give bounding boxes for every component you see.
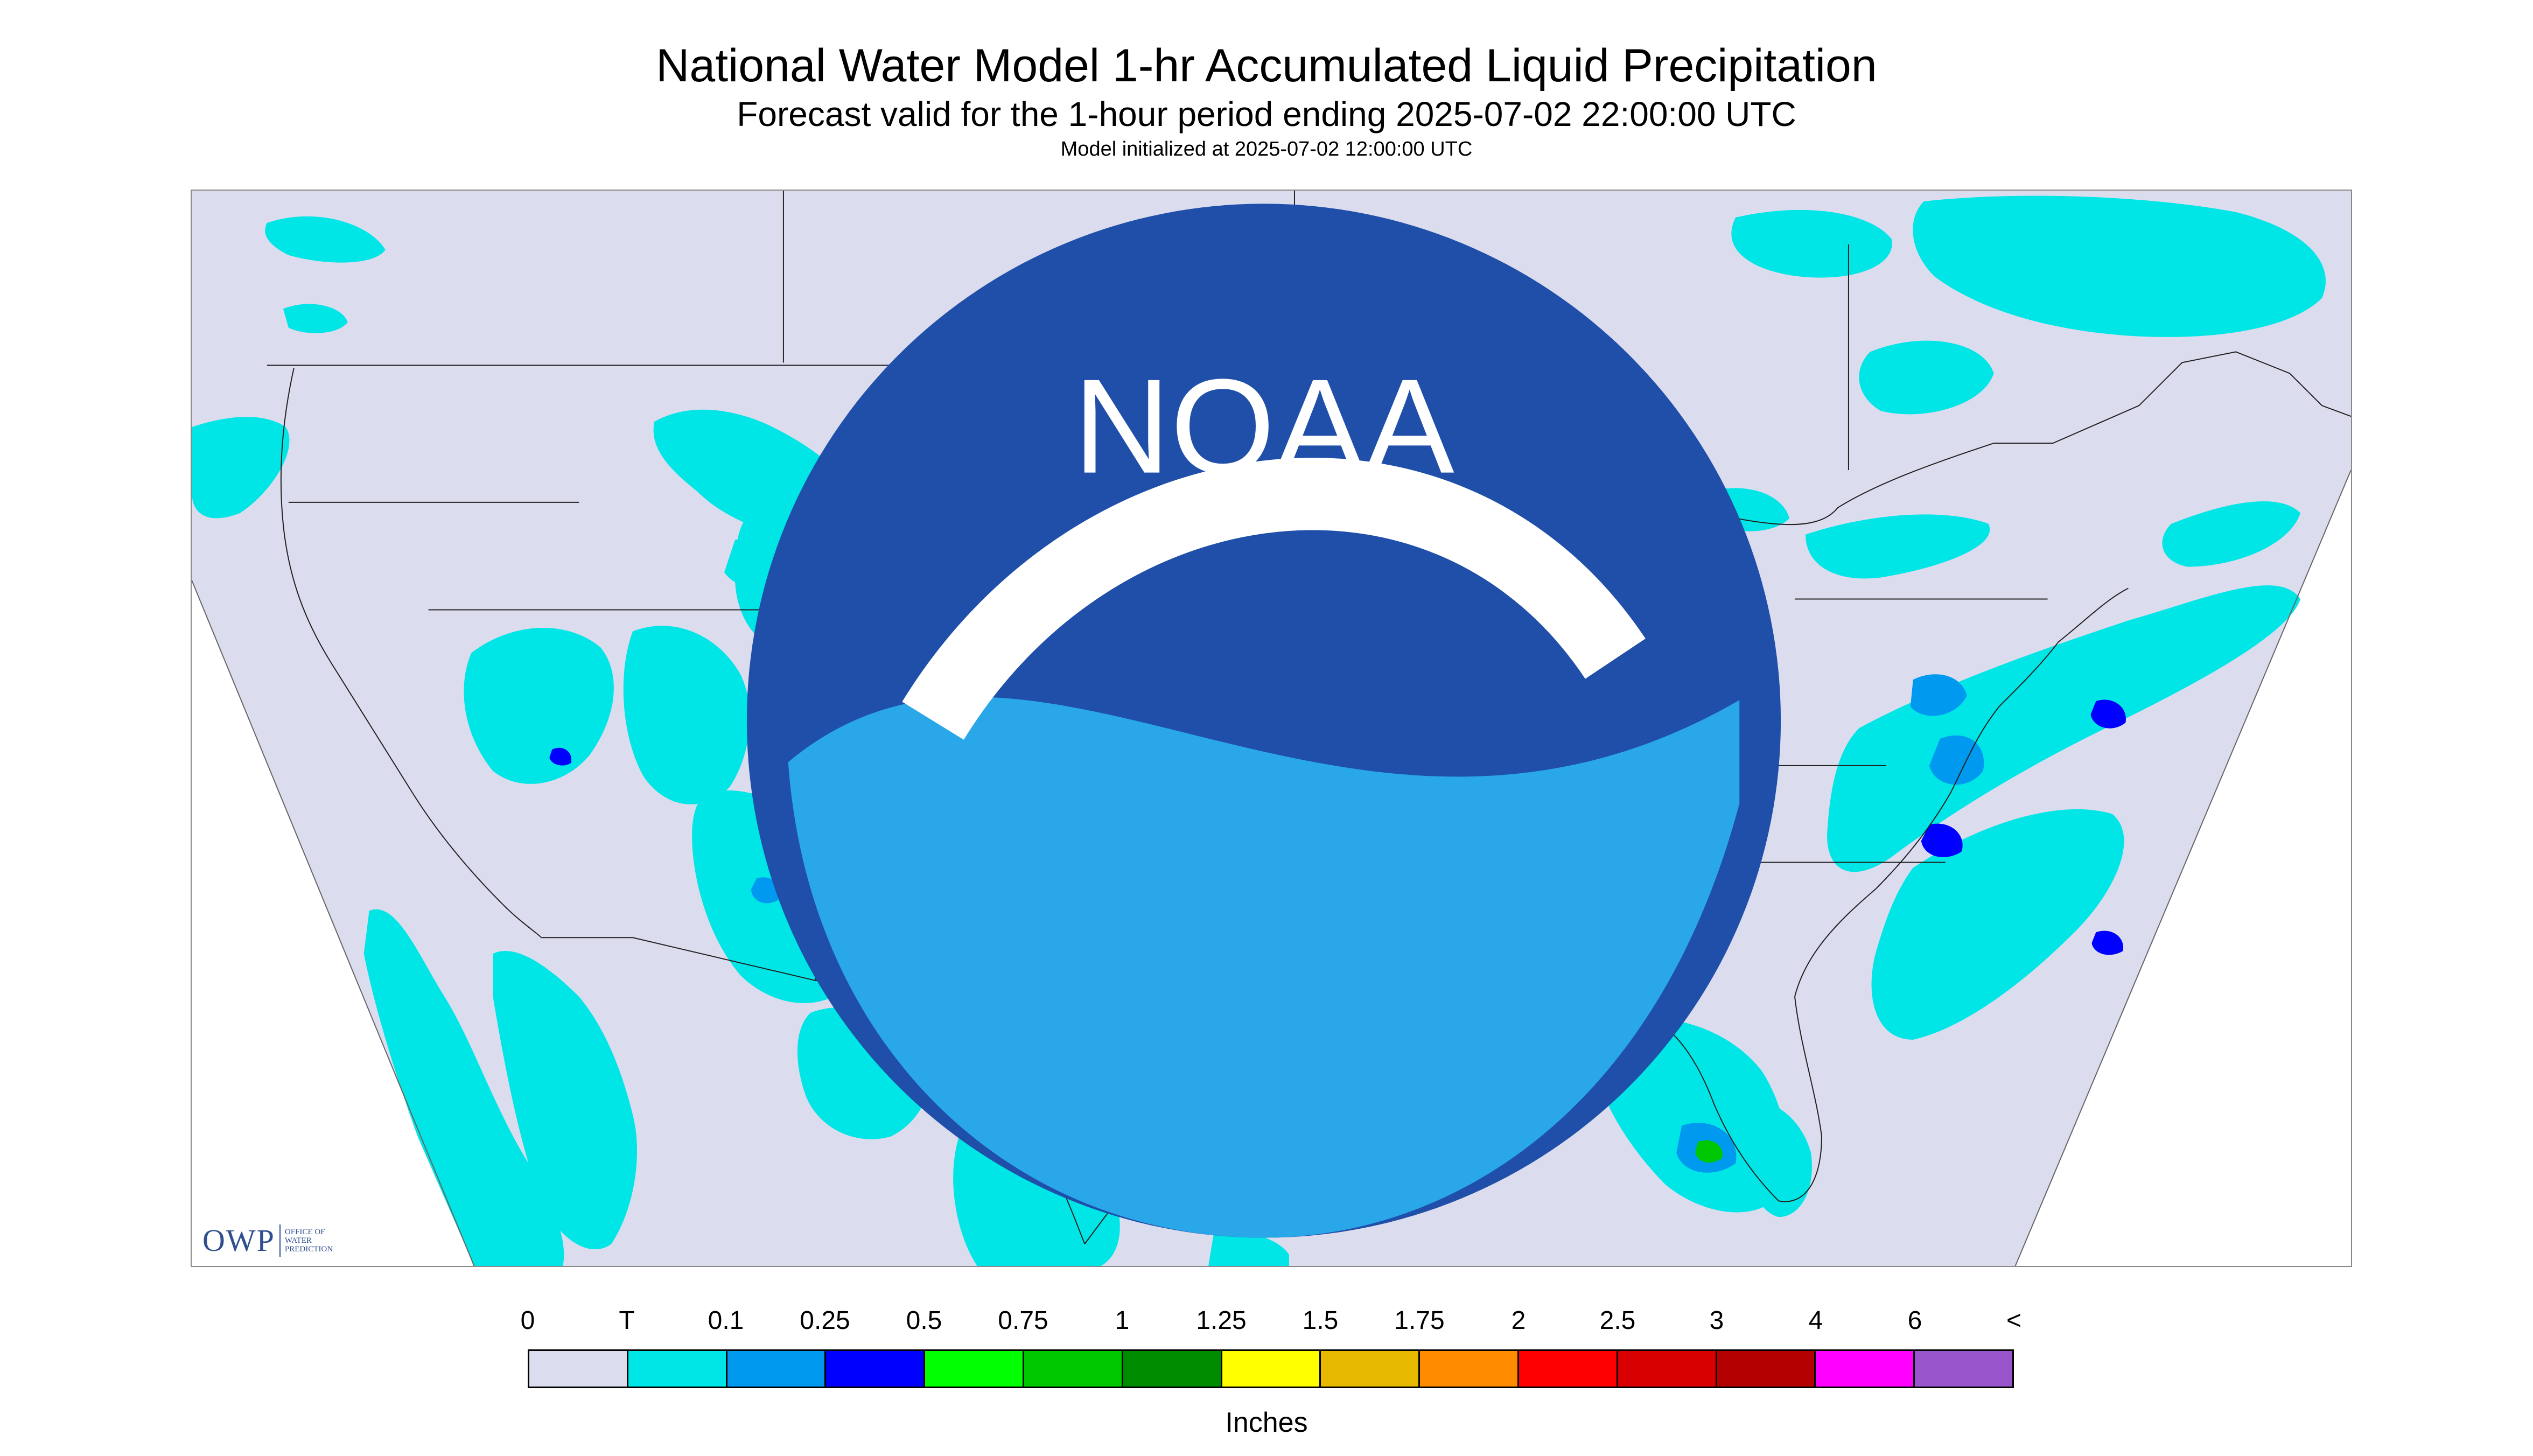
precip-area [493,950,638,1250]
precip-core [549,747,572,766]
precip-area [1741,1101,1812,1217]
owp-logo: OWP Office of Water Prediction [202,1222,333,1258]
precipitation-map[interactable]: OWP Office of Water Prediction NOAA [191,190,2352,1267]
owp-logo-divider [279,1224,281,1257]
legend-tick: 0.1 [708,1306,744,1335]
legend-swatch [1420,1351,1519,1387]
legend-tick: 6 [1907,1306,1922,1335]
domain-edge [192,470,2351,1266]
legend-tick: 4 [1808,1306,1823,1335]
legend-tick: 0.25 [800,1306,850,1335]
noaa-logo-gull [902,458,1646,740]
legend-swatch [529,1351,628,1387]
legend-tick: 1.75 [1394,1306,1445,1335]
legend-tick-labels: 0 T 0.1 0.25 0.5 0.75 1 1.25 1.5 1.75 2 2.5 3 4 6 < [521,1306,2021,1338]
legend-tick: 2.5 [1599,1306,1636,1335]
owp-logo-line: Prediction [284,1244,333,1254]
precip-area [1806,514,1990,579]
legend-swatch [1915,1351,2012,1387]
legend-tick: 0.75 [998,1306,1048,1335]
map-title: National Water Model 1-hr Accumulated Li… [656,40,1877,92]
us-west-coastline [280,368,542,938]
precip-area [464,628,614,784]
precip-core [1695,1140,1723,1163]
precip-area [1859,340,1994,415]
owp-logo-letters: OWP [202,1223,275,1258]
precip-area [265,216,386,263]
precip-core [2091,930,2124,955]
legend-tick: 1.5 [1302,1306,1339,1335]
legend-swatch [1024,1351,1123,1387]
precip-area [192,417,290,519]
legend-swatch [1222,1351,1321,1387]
legend-swatch [1123,1351,1222,1387]
precip-area [283,304,348,333]
owp-logo-line: Office of [284,1227,325,1236]
legend-swatch [1618,1351,1717,1387]
noaa-logo-text: NOAA [1073,351,1454,501]
legend-tick: 1 [1115,1306,1130,1335]
owp-logo-line: Water [284,1236,312,1245]
precip-area [1913,195,2326,337]
noaa-logo-wave [788,697,1740,1238]
precip-area [623,626,750,804]
legend-tick: 0 [520,1306,535,1335]
precip-area [1871,809,2124,1040]
legend-swatch [1816,1351,1915,1387]
precip-area [363,909,564,1266]
title-block: National Water Model 1-hr Accumulated Li… [0,38,2533,164]
legend-tick: 1.25 [1196,1306,1247,1335]
legend-tick: 0.5 [906,1306,942,1335]
legend-tick: 3 [1709,1306,1724,1335]
map-subtitle: Forecast valid for the 1-hour period end… [737,95,1796,134]
legend-unit-label: Inches [1225,1407,1308,1438]
legend-swatch [925,1351,1024,1387]
legend-tick: T [619,1306,635,1335]
legend-tick: < [2006,1306,2022,1335]
legend-swatch [1717,1351,1816,1387]
legend-swatch [1519,1351,1618,1387]
precip-area [1827,585,2301,872]
legend-swatch [1321,1351,1421,1387]
precip-area [1208,1231,1289,1266]
noaa-logo: NOAA [746,204,1781,1238]
precip-core [1921,823,1963,857]
precip-core [1929,735,1984,785]
owp-logo-caption: Office of Water Prediction [285,1228,333,1254]
legend-swatch [628,1351,727,1387]
precip-core [2090,699,2126,729]
legend-swatch [826,1351,926,1387]
precip-area [2162,501,2301,567]
legend-tick: 2 [1511,1306,1526,1335]
legend-color-bar [528,1349,2014,1388]
legend-swatch [727,1351,827,1387]
precip-core [1910,674,1967,716]
model-init-time: Model initialized at 2025-07-02 12:00:00… [1060,138,1473,160]
precip-area [1731,209,1892,278]
precip-core [751,877,780,904]
